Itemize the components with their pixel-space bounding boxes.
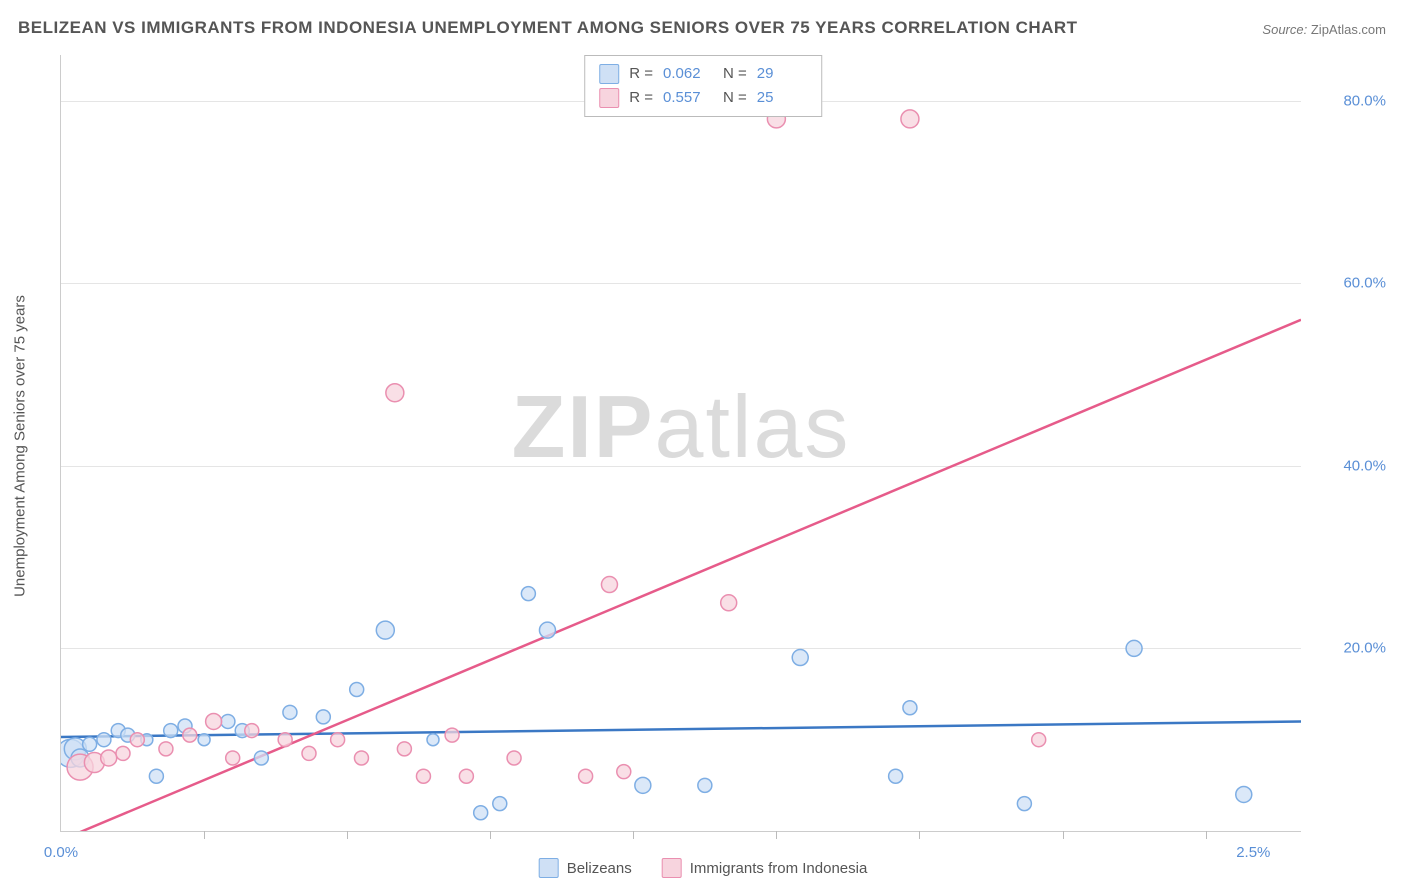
source-value: ZipAtlas.com [1311,22,1386,37]
x-tick [490,831,491,839]
point-belizeans [83,737,97,751]
swatch-belizeans [539,858,559,878]
point-belizeans [254,751,268,765]
point-indonesia [386,384,404,402]
point-belizeans [97,733,111,747]
point-indonesia [459,769,473,783]
point-indonesia [331,733,345,747]
y-tick-label: 40.0% [1316,457,1386,474]
point-belizeans [1236,786,1252,802]
point-indonesia [1032,733,1046,747]
x-tick-label: 0.0% [44,844,78,861]
point-belizeans [376,621,394,639]
point-belizeans [698,778,712,792]
point-indonesia [278,733,292,747]
point-indonesia [507,751,521,765]
point-indonesia [445,728,459,742]
point-indonesia [579,769,593,783]
x-tick [204,831,205,839]
legend-label: Immigrants from Indonesia [690,860,868,877]
r-value: 0.062 [663,62,713,86]
swatch-indonesia [599,88,619,108]
point-indonesia [116,746,130,760]
n-label: N = [723,62,747,86]
point-indonesia [226,751,240,765]
point-belizeans [221,714,235,728]
point-indonesia [245,724,259,738]
point-indonesia [183,728,197,742]
point-belizeans [903,701,917,715]
y-axis-title: Unemployment Among Seniors over 75 years [12,295,29,597]
point-indonesia [617,765,631,779]
point-indonesia [206,713,222,729]
r-value: 0.557 [663,86,713,110]
x-tick [1206,831,1207,839]
trend-line-indonesia [61,320,1301,831]
r-label: R = [629,62,653,86]
point-belizeans [792,650,808,666]
source-attribution: Source: ZipAtlas.com [1262,22,1386,37]
point-belizeans [427,734,439,746]
plot-area: ZIPatlas 20.0%40.0%60.0%80.0%0.0%2.5% [60,55,1301,832]
point-belizeans [474,806,488,820]
point-indonesia [416,769,430,783]
n-value: 25 [757,86,807,110]
legend-label: Belizeans [567,860,632,877]
x-tick [919,831,920,839]
x-tick [1063,831,1064,839]
swatch-indonesia [662,858,682,878]
chart-svg [61,55,1301,831]
x-tick [776,831,777,839]
n-label: N = [723,86,747,110]
point-belizeans [889,769,903,783]
point-indonesia [901,110,919,128]
y-tick-label: 20.0% [1316,640,1386,657]
y-tick-label: 60.0% [1316,275,1386,292]
point-indonesia [354,751,368,765]
point-belizeans [198,734,210,746]
x-tick [633,831,634,839]
point-belizeans [635,777,651,793]
y-tick-label: 80.0% [1316,92,1386,109]
bottom-legend: Belizeans Immigrants from Indonesia [539,858,868,878]
legend-item-belizeans: Belizeans [539,858,632,878]
swatch-belizeans [599,64,619,84]
point-belizeans [1017,797,1031,811]
source-label: Source: [1262,22,1307,37]
point-indonesia [159,742,173,756]
point-indonesia [101,750,117,766]
x-tick [347,831,348,839]
x-tick-label: 2.5% [1236,844,1270,861]
point-belizeans [1126,640,1142,656]
legend-item-indonesia: Immigrants from Indonesia [662,858,868,878]
point-indonesia [721,595,737,611]
stats-legend-box: R = 0.062 N = 29 R = 0.557 N = 25 [584,55,822,117]
point-belizeans [493,797,507,811]
stats-row-belizeans: R = 0.062 N = 29 [599,62,807,86]
point-indonesia [130,733,144,747]
point-belizeans [149,769,163,783]
point-belizeans [539,622,555,638]
point-belizeans [316,710,330,724]
point-belizeans [521,587,535,601]
chart-title: BELIZEAN VS IMMIGRANTS FROM INDONESIA UN… [18,18,1078,38]
stats-row-indonesia: R = 0.557 N = 25 [599,86,807,110]
point-indonesia [302,746,316,760]
point-belizeans [164,724,178,738]
point-indonesia [601,577,617,593]
point-indonesia [397,742,411,756]
r-label: R = [629,86,653,110]
point-belizeans [283,705,297,719]
n-value: 29 [757,62,807,86]
point-belizeans [350,682,364,696]
